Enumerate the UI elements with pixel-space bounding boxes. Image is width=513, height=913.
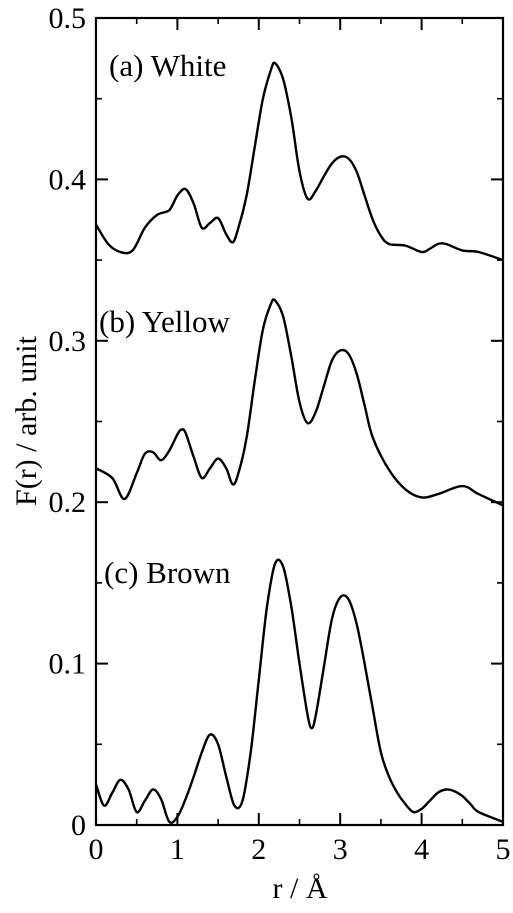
x-tick-label: 5	[496, 833, 511, 866]
panel-label-yellow: (b) Yellow	[99, 304, 231, 339]
x-tick-label: 1	[170, 833, 185, 866]
x-tick-label: 2	[251, 833, 266, 866]
plot-frame	[94, 16, 505, 827]
y-tick-label: 0.2	[49, 486, 87, 519]
annotation-layer: (a) White (b) Yellow (c) Brown	[99, 48, 231, 590]
y-tick-label: 0.3	[49, 325, 87, 358]
y-axis-label: F(r) / arb. unit	[10, 335, 43, 506]
axis-ticks: 0 1 2 3 4 5 0 0.1 0.2 0.3 0.4 0.5	[49, 2, 511, 866]
y-tick-label: 0	[71, 809, 86, 842]
series-line-yellow	[95, 298, 504, 507]
y-tick-label: 0.4	[49, 163, 87, 196]
series-layer	[94, 61, 504, 824]
y-tick-label: 0.5	[49, 2, 87, 35]
x-tick-label: 3	[333, 833, 348, 866]
series-line-white	[94, 61, 504, 262]
x-tick-label: 0	[89, 833, 104, 866]
panel-label-brown: (c) Brown	[104, 555, 231, 590]
y-tick-label: 0.1	[49, 648, 87, 681]
x-axis-label: r / Å	[273, 872, 328, 905]
panel-label-white: (a) White	[109, 48, 226, 83]
series-line-brown	[94, 558, 504, 824]
x-tick-label: 4	[414, 833, 429, 866]
